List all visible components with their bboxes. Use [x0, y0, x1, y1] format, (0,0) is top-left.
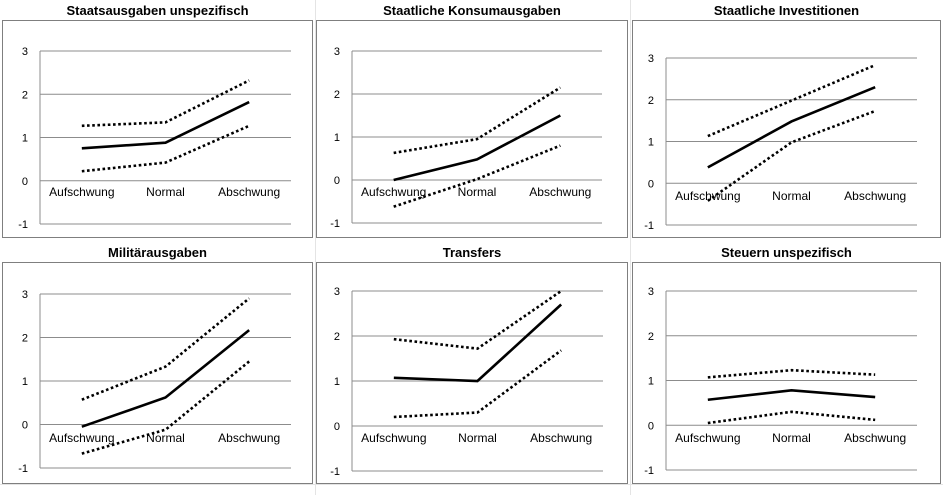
estimate-line — [81, 329, 250, 428]
confidence-band-line — [707, 368, 876, 379]
x-category-label: Normal — [146, 185, 185, 199]
y-tick-label: 2 — [22, 333, 28, 345]
chart-frame: -1 0 1 2 3 Aufschwung Normal Abschwung — [632, 20, 941, 238]
y-tick-label: 2 — [334, 331, 340, 343]
confidence-band-line — [393, 144, 561, 208]
chart-title: Transfers — [442, 245, 502, 260]
x-category-label: Aufschwung — [361, 185, 426, 199]
y-tick-label: 0 — [648, 178, 654, 190]
x-category-label: Abschwung — [218, 185, 280, 199]
y-tick-label: 3 — [22, 289, 28, 301]
background-gridline — [0, 484, 943, 485]
estimate-line — [707, 86, 876, 169]
chart-frame: -1 0 1 2 3 Aufschwung Normal Abschwung — [316, 262, 628, 484]
y-tick-label: 3 — [648, 53, 654, 65]
x-category-label: Normal — [458, 431, 497, 445]
line-chart: -1 0 1 2 3 Aufschwung Normal Abschwung — [644, 53, 917, 232]
confidence-band-line — [707, 63, 876, 138]
confidence-band-line — [81, 124, 250, 173]
chart-title: Militärausgaben — [108, 245, 207, 260]
line-chart: -1 0 1 2 3 Aufschwung Normal Abschwung — [644, 286, 917, 477]
confidence-band-line — [707, 410, 876, 425]
chart-title: Staatsausgaben unspezifisch — [66, 3, 249, 18]
y-tick-label: 1 — [648, 137, 654, 149]
chart-frame: -1 0 1 2 3 Aufschwung Normal Abschwung — [2, 262, 313, 484]
x-category-label: Aufschwung — [675, 189, 740, 203]
y-tick-label: 3 — [334, 46, 340, 58]
y-tick-label: 1 — [334, 132, 340, 144]
line-chart: -1 0 1 2 3 Aufschwung Normal Abschwung — [18, 46, 291, 231]
x-category-label: Aufschwung — [675, 431, 740, 445]
y-tick-label: -1 — [330, 466, 340, 478]
y-tick-label: -1 — [330, 218, 340, 230]
y-tick-label: 1 — [648, 376, 654, 388]
confidence-band-line — [81, 79, 250, 128]
line-chart: -1 0 1 2 3 Aufschwung Normal Abschwung — [330, 286, 603, 478]
chart-title: Steuern unspezifisch — [721, 245, 852, 260]
estimate-line — [707, 389, 876, 402]
confidence-band-line — [707, 109, 876, 202]
background-gridline — [630, 0, 631, 495]
chart-title: Staatliche Konsumausgaben — [383, 3, 561, 18]
y-tick-label: 0 — [648, 420, 654, 432]
chart-frame: -1 0 1 2 3 Aufschwung Normal Abschwung — [316, 20, 628, 238]
y-tick-label: 2 — [648, 95, 654, 107]
y-tick-label: -1 — [18, 219, 28, 231]
x-category-label: Abschwung — [529, 185, 591, 199]
y-tick-label: 2 — [22, 89, 28, 101]
y-tick-label: 3 — [648, 286, 654, 298]
x-category-label: Normal — [458, 185, 497, 199]
estimate-line — [81, 100, 250, 150]
x-category-label: Abschwung — [844, 189, 906, 203]
confidence-band-line — [393, 86, 562, 155]
estimate-line — [393, 303, 563, 383]
confidence-band-line — [81, 297, 250, 401]
x-category-label: Aufschwung — [49, 185, 114, 199]
confidence-band-line — [393, 289, 562, 350]
y-tick-label: 2 — [334, 89, 340, 101]
x-category-label: Aufschwung — [361, 431, 426, 445]
y-tick-label: 1 — [22, 376, 28, 388]
line-chart: -1 0 1 2 3 Aufschwung Normal Abschwung — [330, 46, 602, 230]
chart-frame: -1 0 1 2 3 Aufschwung Normal Abschwung — [632, 262, 941, 484]
y-tick-label: -1 — [18, 463, 28, 475]
y-tick-label: 3 — [334, 286, 340, 298]
y-tick-label: 3 — [22, 46, 28, 58]
y-tick-label: 1 — [334, 376, 340, 388]
y-tick-label: 0 — [22, 176, 28, 188]
x-category-label: Abschwung — [530, 431, 592, 445]
line-chart: -1 0 1 2 3 Aufschwung Normal Abschwung — [18, 289, 291, 475]
x-category-label: Normal — [146, 431, 185, 445]
confidence-band-line — [393, 349, 562, 419]
y-tick-label: 0 — [334, 175, 340, 187]
chart-title: Staatliche Investitionen — [713, 3, 860, 18]
y-tick-label: 0 — [22, 420, 28, 432]
x-category-label: Abschwung — [218, 431, 280, 445]
background-gridline — [315, 0, 316, 495]
x-category-label: Normal — [772, 431, 811, 445]
x-category-label: Abschwung — [844, 431, 906, 445]
y-tick-label: 1 — [22, 133, 28, 145]
y-tick-label: 0 — [334, 421, 340, 433]
y-tick-label: -1 — [644, 465, 654, 477]
y-tick-label: -1 — [644, 220, 654, 232]
chart-frame: -1 0 1 2 3 Aufschwung Normal Abschwung — [2, 20, 313, 238]
y-tick-label: 2 — [648, 331, 654, 343]
x-category-label: Aufschwung — [49, 431, 114, 445]
estimate-line — [393, 114, 561, 182]
x-category-label: Normal — [772, 189, 811, 203]
